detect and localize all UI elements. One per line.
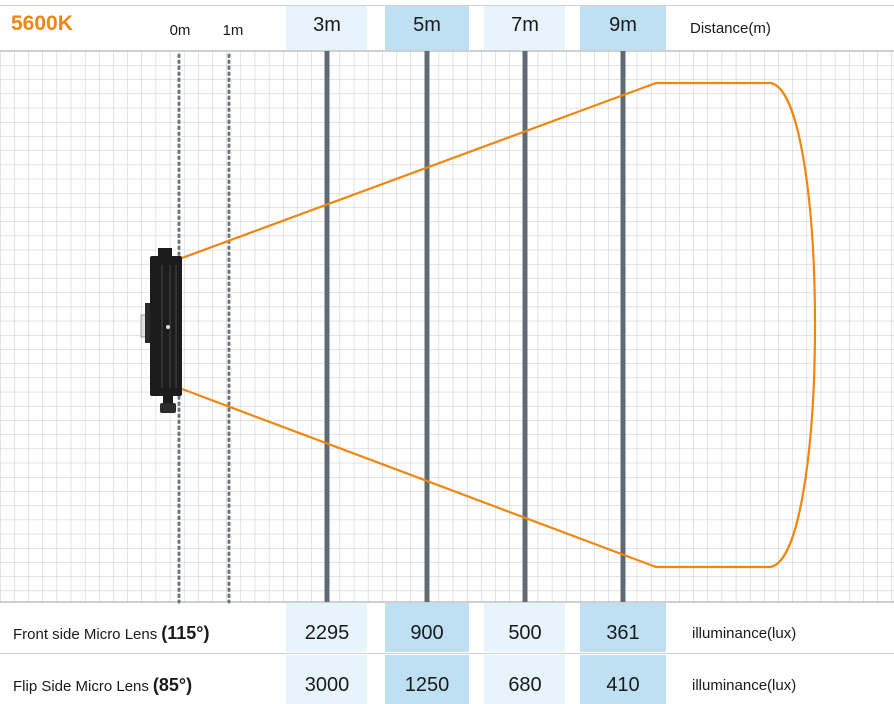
- row2-col-3m-bg: [286, 655, 367, 704]
- row2-col-7m-bg: [484, 655, 565, 704]
- row1-angle: (115°): [161, 623, 210, 643]
- row1-label: Front side Micro Lens (115°): [13, 623, 209, 644]
- row2-value-7m: 680: [508, 674, 542, 696]
- row1-value-3m: 2295: [304, 622, 350, 644]
- row2-value-5m: 1250: [404, 674, 450, 696]
- row1-col-9m-bg: [580, 603, 666, 652]
- row2-value-9m: 410: [606, 674, 640, 696]
- row1-col-3m-bg: [286, 603, 367, 652]
- distance-1m-label: 1m: [222, 22, 244, 39]
- row2-unit: illuminance(lux): [692, 677, 797, 694]
- header-column-5m-bg: [385, 5, 469, 50]
- distance-3m-label: 3m: [313, 14, 341, 36]
- row1-value-7m: 500: [508, 622, 542, 644]
- row2-value-3m: 3000: [304, 674, 350, 696]
- row2-label: Flip Side Micro Lens (85°): [13, 675, 192, 696]
- header-column-7m-bg: [484, 5, 565, 50]
- row1-unit: illuminance(lux): [692, 625, 797, 642]
- row2-col-9m-bg: [580, 655, 666, 704]
- row2-col-5m-bg: [385, 655, 469, 704]
- beam-outline: [181, 81, 817, 569]
- led-panel-light-icon: [140, 248, 182, 413]
- row2-lens-name: Flip Side Micro Lens: [13, 678, 149, 695]
- header-column-3m-bg: [286, 5, 367, 50]
- grid-background: [0, 51, 894, 602]
- color-temperature-label: 5600K: [11, 12, 73, 35]
- distance-0m-label: 0m: [169, 22, 191, 39]
- distance-axis-label: Distance(m): [690, 20, 771, 37]
- row1-value-5m: 900: [410, 622, 444, 644]
- row1-col-7m-bg: [484, 603, 565, 652]
- row1-lens-name: Front side Micro Lens: [13, 626, 158, 643]
- distance-9m-label: 9m: [609, 14, 637, 36]
- row1-value-9m: 361: [606, 622, 640, 644]
- distance-5m-label: 5m: [413, 14, 441, 36]
- row1-col-5m-bg: [385, 603, 469, 652]
- distance-7m-label: 7m: [511, 14, 539, 36]
- row2-angle: (85°): [152, 675, 193, 695]
- header-column-9m-bg: [580, 5, 666, 50]
